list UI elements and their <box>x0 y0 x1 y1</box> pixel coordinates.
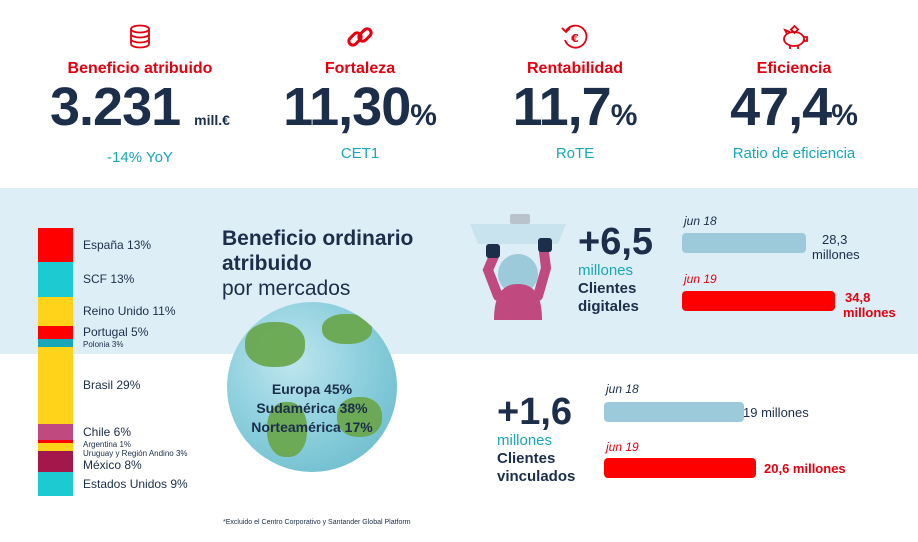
kpi-label: Eficiencia <box>756 60 832 77</box>
market-segment-label: SCF 13% <box>83 272 135 287</box>
digital-unit: millones <box>578 262 634 279</box>
kpi-unit: % <box>410 99 437 132</box>
market-segment-label: Polonia 3% <box>83 340 124 350</box>
market-segment <box>38 442 73 451</box>
digital-curr-bar <box>682 291 835 311</box>
market-segment-label: Brasil 29% <box>83 378 141 393</box>
continent-shape <box>337 397 382 437</box>
linked-label-1: Clientes <box>497 450 556 467</box>
kpi-sub: Ratio de eficiencia <box>732 145 856 162</box>
kpi-sub: -14% YoY <box>107 149 173 166</box>
globe-illustration: Europa 45% Sudamérica 38% Norteamérica 1… <box>227 302 397 472</box>
linked-curr-bar <box>604 458 756 478</box>
kpi-label: Rentabilidad <box>526 60 623 77</box>
kpi-value: 11,30% <box>283 77 437 137</box>
market-segment <box>38 339 73 348</box>
digital-curr-period: jun 19 <box>684 272 717 286</box>
market-segment-label: Reino Unido 11% <box>83 304 176 319</box>
market-segment <box>38 347 73 425</box>
digital-curr-value: 34,8 millones <box>843 290 896 320</box>
linked-delta: +1,6 <box>497 391 573 433</box>
markets-title-bold: Beneficio ordinario atribuido <box>222 227 414 275</box>
piggy-bank-icon <box>783 24 808 49</box>
kpi-rentabilidad: € Rentabilidad 11,7% RoTE <box>475 22 675 162</box>
kpi-value: 47,4% <box>730 77 858 137</box>
kpi-sub: CET1 <box>340 145 380 162</box>
market-segment <box>38 472 73 496</box>
region-europa: Europa 45% <box>271 381 353 397</box>
svg-text:€: € <box>570 32 579 45</box>
market-segment-label: México 8% <box>83 457 142 472</box>
market-segment <box>38 296 73 327</box>
digital-prev-value: 28,3 millones <box>812 232 860 262</box>
digital-delta: +6,5 <box>578 221 654 263</box>
kpi-unit: % <box>831 99 858 132</box>
kpi-unit: mill.€ <box>194 112 230 128</box>
kpi-value: 3.231 mill.€ <box>50 77 230 137</box>
kpi-sub: RoTE <box>555 145 595 162</box>
market-segment <box>38 228 73 263</box>
market-segment-label: España 13% <box>83 237 152 252</box>
linked-curr-period: jun 19 <box>606 440 639 454</box>
person-tablet-icon <box>470 214 566 320</box>
digital-label-1: Clientes <box>578 280 637 297</box>
euro-cycle-icon: € <box>561 24 588 49</box>
linked-prev-value: 19 millones <box>743 405 809 420</box>
digital-prev-bar <box>682 233 807 253</box>
continent-shape <box>322 314 372 344</box>
digital-clients-summary: +6,5 millones Clientes digitales <box>578 222 653 316</box>
highlight-band <box>0 188 918 354</box>
market-segment-label: Uruguay y Región Andino 3% <box>83 448 188 458</box>
market-segment <box>38 424 73 441</box>
kpi-label: Beneficio atribuido <box>67 60 213 77</box>
markets-title-regular: por mercados <box>222 277 351 300</box>
continent-shape <box>267 402 307 457</box>
markets-title: Beneficio ordinario atribuido por mercad… <box>222 226 462 301</box>
linked-clients-summary: +1,6 millones Clientes vinculados <box>497 392 575 486</box>
kpi-label: Fortaleza <box>324 60 396 77</box>
market-segment <box>38 450 73 473</box>
kpi-fortaleza: Fortaleza 11,30% CET1 <box>260 22 460 162</box>
region-norteamerica: Norteamérica 17% <box>251 419 373 435</box>
kpi-unit: % <box>610 99 638 132</box>
linked-curr-value: 20,6 millones <box>764 461 846 476</box>
market-segment <box>38 440 73 443</box>
linked-prev-period: jun 18 <box>606 382 639 396</box>
market-segment <box>38 262 73 297</box>
coins-icon <box>130 24 150 49</box>
linked-unit: millones <box>497 432 553 449</box>
chain-link-icon <box>347 27 373 47</box>
digital-prev-period: jun 18 <box>684 214 717 228</box>
kpi-eficiencia: Eficiencia 47,4% Ratio de eficiencia <box>694 22 894 162</box>
linked-label-2: vinculados <box>497 468 576 485</box>
market-segment-label: Portugal 5% <box>83 325 149 340</box>
digital-label-2: digitales <box>578 298 639 315</box>
market-segment-label: Chile 6% <box>83 424 132 439</box>
market-segment-label: Argentina 1% <box>83 439 132 449</box>
region-sudamerica: Sudamérica 38% <box>256 400 368 416</box>
kpi-value: 11,7% <box>512 77 638 137</box>
continent-shape <box>245 322 305 367</box>
linked-prev-bar <box>604 402 745 422</box>
market-segment-label: Estados Unidos 9% <box>83 476 188 491</box>
footnote: *Excluido el Centro Corporativo y Santan… <box>223 519 411 526</box>
kpi-beneficio: Beneficio atribuido 3.231 mill.€ -14% Yo… <box>40 22 240 166</box>
market-segment <box>38 326 73 340</box>
region-shares: Europa 45% Sudamérica 38% Norteamérica 1… <box>227 380 397 437</box>
